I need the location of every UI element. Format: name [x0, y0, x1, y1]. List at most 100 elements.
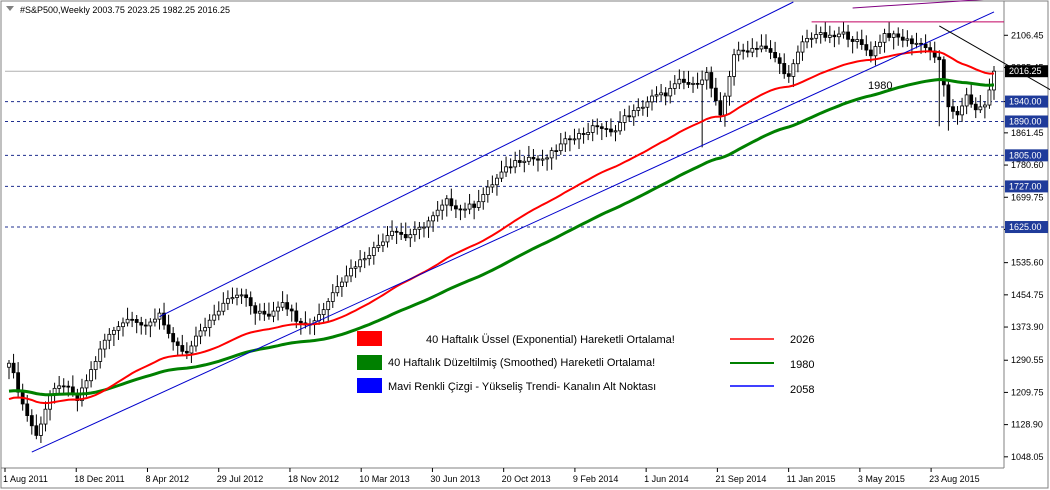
candle-body — [827, 34, 832, 38]
candles — [7, 21, 996, 443]
candle-body — [914, 42, 919, 45]
candle-body — [212, 314, 217, 321]
candle-body — [750, 47, 755, 53]
exponential-ma-line — [8, 50, 995, 405]
candle-body — [650, 95, 654, 103]
candle-body — [723, 95, 727, 116]
time-tick-label: 20 Oct 2013 — [502, 474, 551, 484]
candle-body — [900, 36, 905, 41]
candle-body — [709, 72, 714, 89]
candle-body — [800, 41, 805, 53]
candle-body — [207, 319, 212, 328]
resistance-line — [852, 0, 984, 9]
trend-lines — [31, 0, 1050, 453]
candle-body — [367, 255, 372, 260]
candle-body — [741, 49, 746, 52]
candle-body — [896, 33, 901, 38]
candle-body — [704, 72, 709, 81]
candle-body — [782, 63, 787, 75]
candle-body — [672, 83, 677, 89]
candle-body — [111, 329, 116, 335]
candle-body — [609, 128, 613, 133]
ma-annotation-value: 1980 — [868, 80, 892, 92]
candle-body — [298, 320, 303, 324]
candle-body — [796, 51, 800, 65]
candle-body — [581, 133, 586, 135]
candle-body — [508, 166, 513, 169]
candle-body — [417, 226, 422, 230]
candle-body — [139, 322, 144, 326]
candle-body — [695, 82, 700, 85]
candle-body — [549, 150, 554, 159]
candle-body — [604, 128, 609, 130]
candle-body — [390, 230, 394, 236]
candle-body — [102, 339, 107, 350]
candle-body — [453, 205, 458, 210]
level-label-box — [1005, 180, 1048, 193]
candle-body — [531, 156, 536, 160]
current-price-box — [1005, 65, 1048, 78]
candle-body — [7, 362, 11, 368]
current-price-marker: 2016.25 — [1005, 65, 1048, 78]
time-tick-label: 8 Apr 2012 — [145, 474, 189, 484]
level-label: 1625.00 — [1009, 222, 1042, 232]
candle-body — [121, 322, 125, 328]
candle-body — [84, 380, 89, 389]
candle-body — [868, 49, 873, 57]
candle-body — [271, 310, 276, 317]
candle-body — [855, 39, 860, 42]
candle-body — [107, 333, 112, 341]
candle-body — [349, 267, 353, 277]
candle-body — [422, 226, 426, 229]
candle-body — [941, 59, 946, 86]
candle-body — [353, 266, 358, 269]
candle-body — [964, 94, 969, 107]
candle-body — [476, 201, 481, 208]
candle-body — [545, 157, 550, 160]
time-tick-label: 18 Dec 2011 — [74, 474, 124, 484]
candle-body — [130, 318, 135, 321]
candle-body — [736, 49, 741, 56]
candle-body — [768, 48, 773, 53]
candle-body — [257, 310, 262, 314]
candle-body — [955, 110, 960, 116]
candle-body — [773, 52, 778, 59]
candle-body — [280, 302, 285, 308]
time-tick-label: 18 Nov 2012 — [288, 474, 339, 484]
candle-body — [910, 38, 914, 45]
candle-body — [732, 54, 736, 77]
candle-body — [640, 106, 645, 109]
candle-body — [499, 171, 504, 179]
candle-body — [134, 319, 139, 323]
candle-body — [713, 87, 718, 102]
candle-body — [586, 131, 591, 135]
candle-body — [846, 31, 850, 40]
candle-body — [841, 31, 846, 35]
candle-body — [180, 345, 185, 352]
candle-body — [613, 130, 618, 133]
candle-body — [362, 258, 367, 261]
candle-body — [253, 305, 258, 314]
legend-swatch — [357, 355, 382, 370]
legend-swatch — [357, 378, 382, 393]
candle-body — [381, 241, 385, 246]
level-label-box — [1005, 221, 1048, 234]
candle-body — [727, 76, 732, 97]
candle-body — [777, 57, 782, 64]
candle-body — [166, 324, 171, 334]
level-label-box — [1005, 95, 1048, 108]
candle-body — [563, 138, 568, 145]
candle-body — [344, 275, 349, 283]
time-tick-label: 9 Feb 2014 — [573, 474, 619, 484]
time-tick-label: 23 Aug 2015 — [929, 474, 980, 484]
price-tick-label: 1780.60 — [1011, 160, 1044, 170]
candle-body — [394, 230, 399, 233]
candle-body — [873, 46, 878, 57]
moving-averages — [8, 50, 995, 405]
horizontal-levels: 1940.00 1890.00 1805.00 1727.00 1625.00 — [5, 70, 1048, 234]
legend-item-value-2: 1980 — [790, 359, 814, 371]
candle-body — [408, 234, 413, 239]
price-tick-label: 1699.75 — [1011, 192, 1044, 202]
time-tick-label: 29 Jul 2012 — [217, 474, 264, 484]
time-tick-label: 3 May 2015 — [858, 474, 905, 484]
